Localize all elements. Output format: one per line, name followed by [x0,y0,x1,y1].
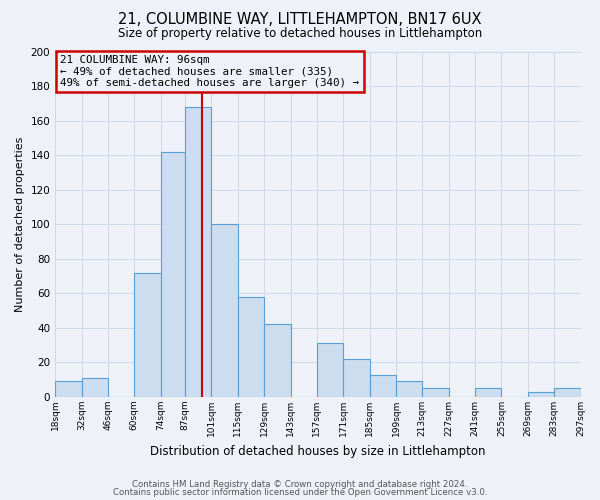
Bar [370,374,396,397]
Bar [528,392,554,397]
Text: Contains HM Land Registry data © Crown copyright and database right 2024.: Contains HM Land Registry data © Crown c… [132,480,468,489]
X-axis label: Distribution of detached houses by size in Littlehampton: Distribution of detached houses by size … [150,444,485,458]
Y-axis label: Number of detached properties: Number of detached properties [15,136,25,312]
Text: Size of property relative to detached houses in Littlehampton: Size of property relative to detached ho… [118,28,482,40]
Bar [82,378,108,397]
Bar [185,107,211,397]
Bar [134,272,161,397]
Text: 21 COLUMBINE WAY: 96sqm
← 49% of detached houses are smaller (335)
49% of semi-d: 21 COLUMBINE WAY: 96sqm ← 49% of detache… [61,55,359,88]
Bar [396,382,422,397]
Text: Contains public sector information licensed under the Open Government Licence v3: Contains public sector information licen… [113,488,487,497]
Bar [264,324,290,397]
Bar [211,224,238,397]
Bar [422,388,449,397]
Bar [475,388,502,397]
Bar [55,382,82,397]
Bar [161,152,185,397]
Bar [238,297,264,397]
Bar [317,344,343,397]
Text: 21, COLUMBINE WAY, LITTLEHAMPTON, BN17 6UX: 21, COLUMBINE WAY, LITTLEHAMPTON, BN17 6… [118,12,482,28]
Bar [554,388,581,397]
Bar [343,359,370,397]
